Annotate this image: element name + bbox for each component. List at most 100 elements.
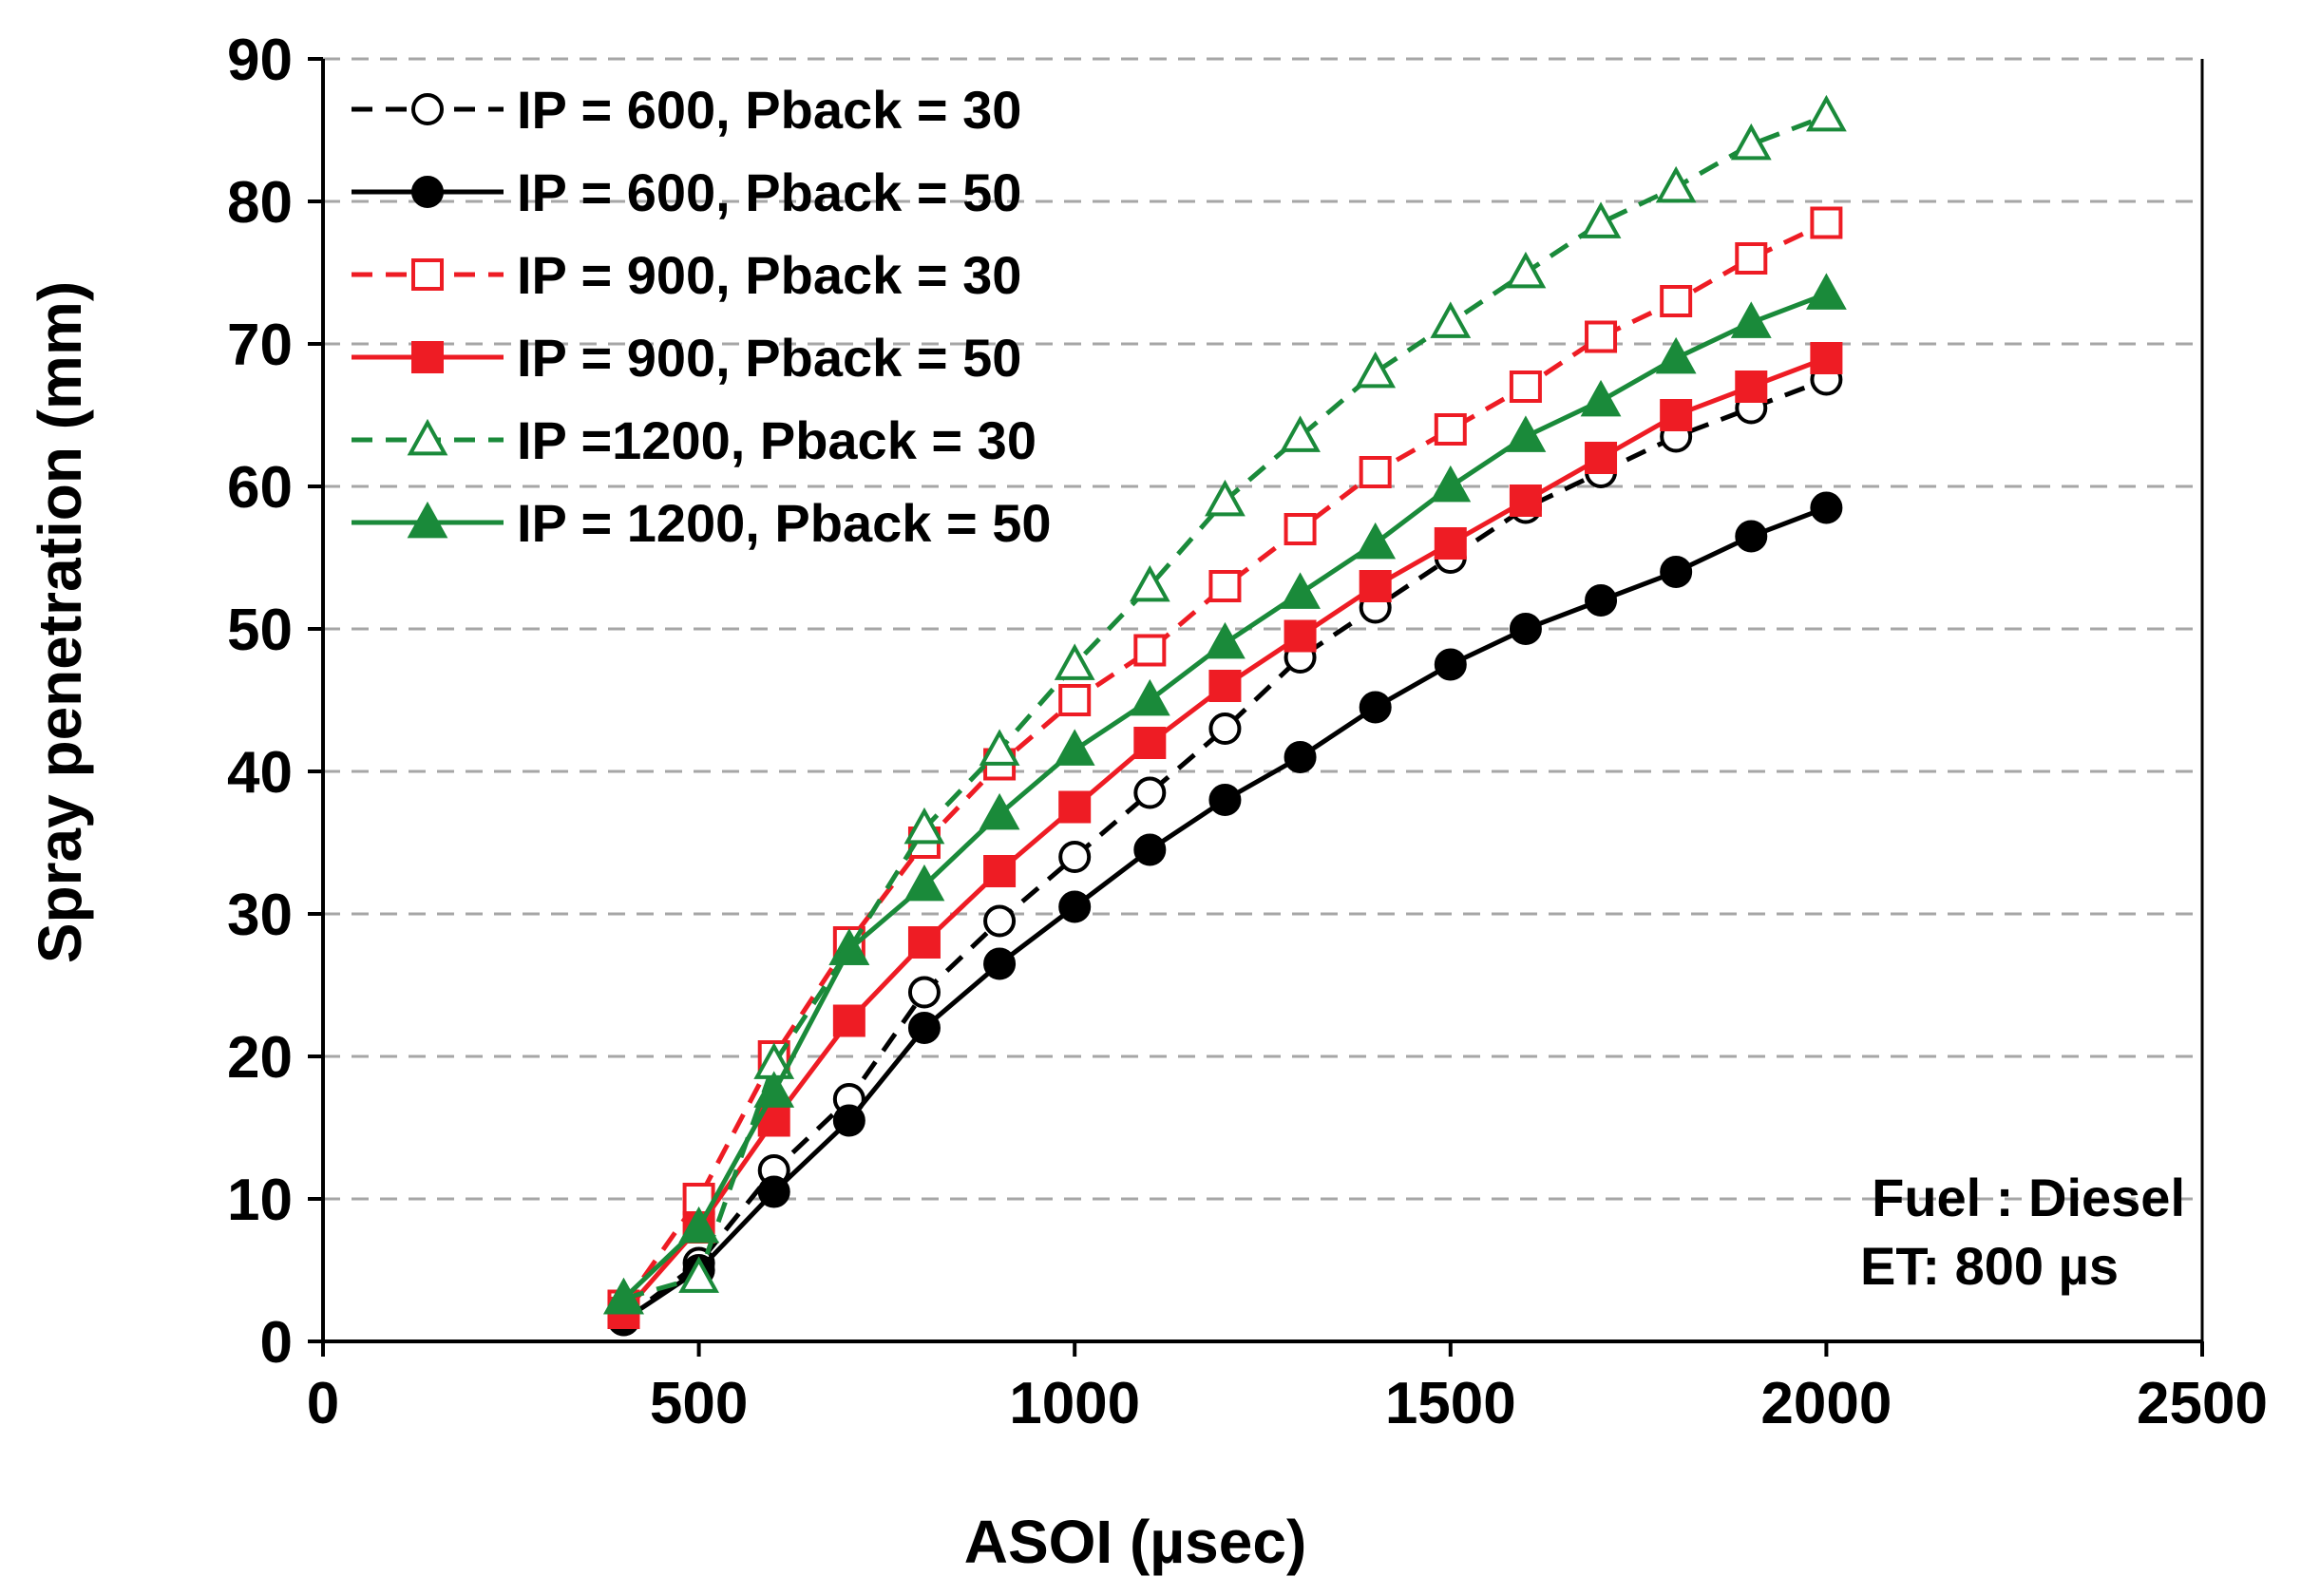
series-2-point-5	[907, 1012, 941, 1044]
x-tick-label-500: 500	[650, 1371, 748, 1436]
series-4-point-9	[1208, 670, 1242, 702]
series-6-point-8	[1129, 678, 1170, 716]
series-5-point-5	[903, 807, 945, 845]
series-1-point-8	[1133, 776, 1167, 809]
series-1-point-5	[907, 976, 941, 1009]
series-6-point-2	[678, 1206, 719, 1244]
series-3-point-9	[1208, 570, 1242, 602]
series-4-point-14	[1585, 442, 1618, 474]
series-4-point-16	[1735, 370, 1768, 403]
series-2-point-12	[1434, 648, 1467, 681]
series-6-point-14	[1580, 379, 1622, 417]
series-5-point-12	[1430, 301, 1472, 338]
y-tick-label-80: 80	[227, 170, 293, 236]
x-axis-title: ASOI (µsec)	[964, 1508, 1307, 1576]
series-2-point-3	[757, 1175, 790, 1208]
legend-label-5: IP =1200, Pback = 30	[517, 410, 1036, 470]
series-5	[603, 94, 1847, 1315]
y-tick-label-50: 50	[227, 598, 293, 663]
legend: IP = 600, Pback = 30 IP = 600, Pback = 50…	[352, 80, 1052, 553]
x-tick-label-1000: 1000	[1009, 1371, 1140, 1436]
series-2-point-10	[1284, 741, 1317, 773]
y-tick-label-30: 30	[227, 883, 293, 948]
series-4-point-11	[1359, 570, 1392, 602]
series-4-point-15	[1660, 399, 1693, 431]
legend-label-6: IP = 1200, Pback = 50	[517, 493, 1052, 553]
series-6-point-9	[1205, 621, 1246, 659]
legend-label-1: IP = 600, Pback = 30	[517, 80, 1021, 140]
series-4-point-4	[832, 1004, 865, 1037]
series-3-point-14	[1585, 320, 1618, 353]
series-5-point-6	[979, 729, 1020, 766]
legend-marker-5	[407, 418, 448, 456]
y-tick-label-10: 10	[227, 1168, 293, 1233]
legend-entry-1: IP = 600, Pback = 30	[352, 80, 1021, 140]
legend-entry-3: IP = 900, Pback = 30	[352, 245, 1021, 305]
legend-entry-6: IP = 1200, Pback = 50	[352, 493, 1052, 553]
series-6-point-3	[753, 1071, 795, 1108]
y-axis-title: Spray penetration (mm)	[26, 281, 94, 963]
series-2-point-8	[1133, 833, 1167, 866]
series-6-point-5	[903, 864, 945, 902]
series-5-point-2	[678, 1256, 719, 1293]
x-tick-label-0: 0	[307, 1371, 339, 1436]
series-3-point-12	[1434, 413, 1467, 446]
series-3-point-7	[1058, 684, 1092, 716]
series-3-point-10	[1284, 513, 1317, 545]
series-3-point-13	[1509, 370, 1542, 403]
series-3-point-16	[1735, 242, 1768, 275]
series-5-point-15	[1655, 165, 1697, 203]
x-tick-label-1500: 1500	[1385, 1371, 1516, 1436]
series-1-point-6	[983, 904, 1017, 938]
x-tick-label-2000: 2000	[1760, 1371, 1892, 1436]
series-5-point-17	[1806, 94, 1847, 132]
series-6-point-11	[1355, 522, 1397, 560]
legend-label-2: IP = 600, Pback = 50	[517, 162, 1021, 222]
series-2-point-16	[1735, 520, 1768, 553]
series-3-point-15	[1660, 285, 1693, 317]
y-tick-label-40: 40	[227, 740, 293, 806]
series-3-point-8	[1133, 634, 1167, 667]
series-4-point-12	[1434, 527, 1467, 560]
series-4-point-10	[1284, 619, 1317, 653]
series-4-point-6	[983, 855, 1017, 887]
series-2-point-11	[1359, 691, 1392, 724]
series-1-line	[621, 377, 1828, 1322]
et-annotation: ET: 800 µs	[1860, 1236, 2119, 1296]
series-5-point-9	[1205, 479, 1246, 517]
series-2-point-15	[1660, 556, 1693, 588]
series-4-point-5	[907, 926, 941, 959]
series-5-point-8	[1129, 564, 1170, 602]
data-series	[603, 94, 1847, 1337]
series-3-line	[621, 220, 1828, 1307]
series-6-point-16	[1730, 301, 1772, 338]
series-2-point-6	[983, 947, 1017, 980]
legend-marker-4	[411, 341, 444, 373]
legend-entry-4: IP = 900, Pback = 50	[352, 328, 1021, 388]
series-6-point-7	[1054, 729, 1095, 766]
legend-label-3: IP = 900, Pback = 30	[517, 245, 1021, 305]
legend-marker-6	[407, 501, 448, 539]
series-6-point-15	[1655, 336, 1697, 374]
y-tick-label-70: 70	[227, 313, 293, 378]
y-tick-label-90: 90	[227, 28, 293, 93]
series-6-point-6	[979, 792, 1020, 830]
series-6-point-13	[1505, 415, 1547, 452]
series-2-point-4	[832, 1104, 865, 1137]
series-5-point-10	[1280, 415, 1321, 452]
y-tick-label-20: 20	[227, 1025, 293, 1091]
series-2-point-7	[1058, 890, 1092, 923]
grid-lines	[323, 57, 2202, 1201]
legend-label-4: IP = 900, Pback = 50	[517, 328, 1021, 388]
legend-entry-2: IP = 600, Pback = 50	[352, 162, 1021, 222]
x-tick-label-2500: 2500	[2137, 1371, 2268, 1436]
series-4-point-8	[1133, 727, 1167, 759]
series-5-point-13	[1505, 251, 1547, 289]
legend-entry-5: IP =1200, Pback = 30	[352, 410, 1036, 470]
series-2-point-13	[1509, 613, 1542, 645]
series-1-point-7	[1058, 841, 1092, 873]
series-6-point-1	[603, 1277, 644, 1315]
series-2-point-9	[1208, 784, 1242, 816]
series-1-point-9	[1208, 712, 1242, 745]
